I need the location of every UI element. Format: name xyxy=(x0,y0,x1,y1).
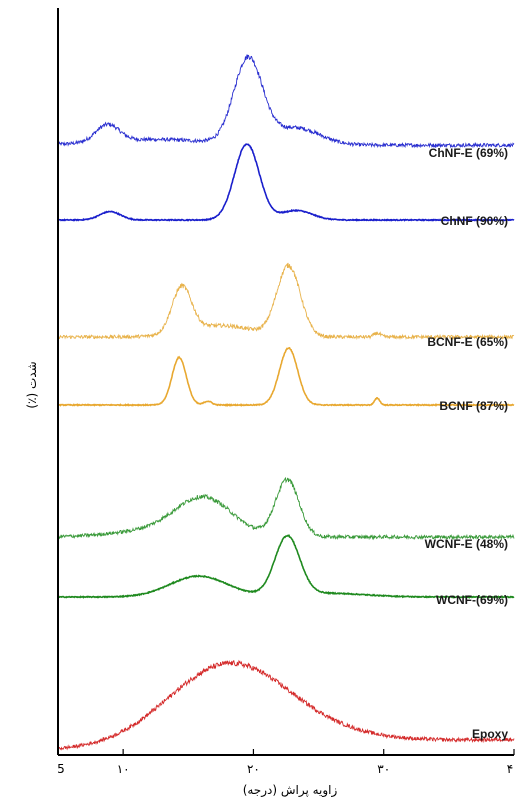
x-axis-label: زاویه پراش (درجه) xyxy=(243,783,338,798)
x-tick-label-2: ۲۰ xyxy=(247,762,260,776)
series-curve-2 xyxy=(57,262,515,341)
series-curve-1 xyxy=(57,143,515,222)
x-ticks-group: 5 ۱۰ ۲۰ ۳۰ ۴ xyxy=(57,749,515,776)
series-curve-0 xyxy=(57,54,515,149)
series-curve-6 xyxy=(57,659,515,751)
series-label-1: ChNF (90%) xyxy=(441,214,508,228)
y-axis-label: شدت (٪) xyxy=(25,361,39,408)
x-tick-label-3: ۳۰ xyxy=(377,762,390,776)
series-curve-3 xyxy=(57,347,515,407)
x-tick-label-1: ۱۰ xyxy=(117,762,130,776)
series-label-4: WCNF-E (48%) xyxy=(425,537,508,551)
series-label-0: ChNF-E (69%) xyxy=(429,146,508,160)
x-tick-label-0: 5 xyxy=(57,762,65,776)
series-label-2: BCNF-E (65%) xyxy=(427,335,508,349)
series-labels-group: ChNF-E (69%) ChNF (90%) BCNF-E (65%) BCNF (… xyxy=(425,146,509,741)
plot-frame xyxy=(57,8,514,756)
curves-group xyxy=(57,54,515,751)
series-label-3: BCNF (87%) xyxy=(439,399,508,413)
x-tick-label-4: ۴ xyxy=(507,762,513,776)
series-label-6: Epoxy xyxy=(472,727,508,741)
series-curve-5 xyxy=(57,534,515,599)
series-curve-4 xyxy=(57,476,515,541)
series-label-5: WCNF-(69%) xyxy=(436,593,508,607)
